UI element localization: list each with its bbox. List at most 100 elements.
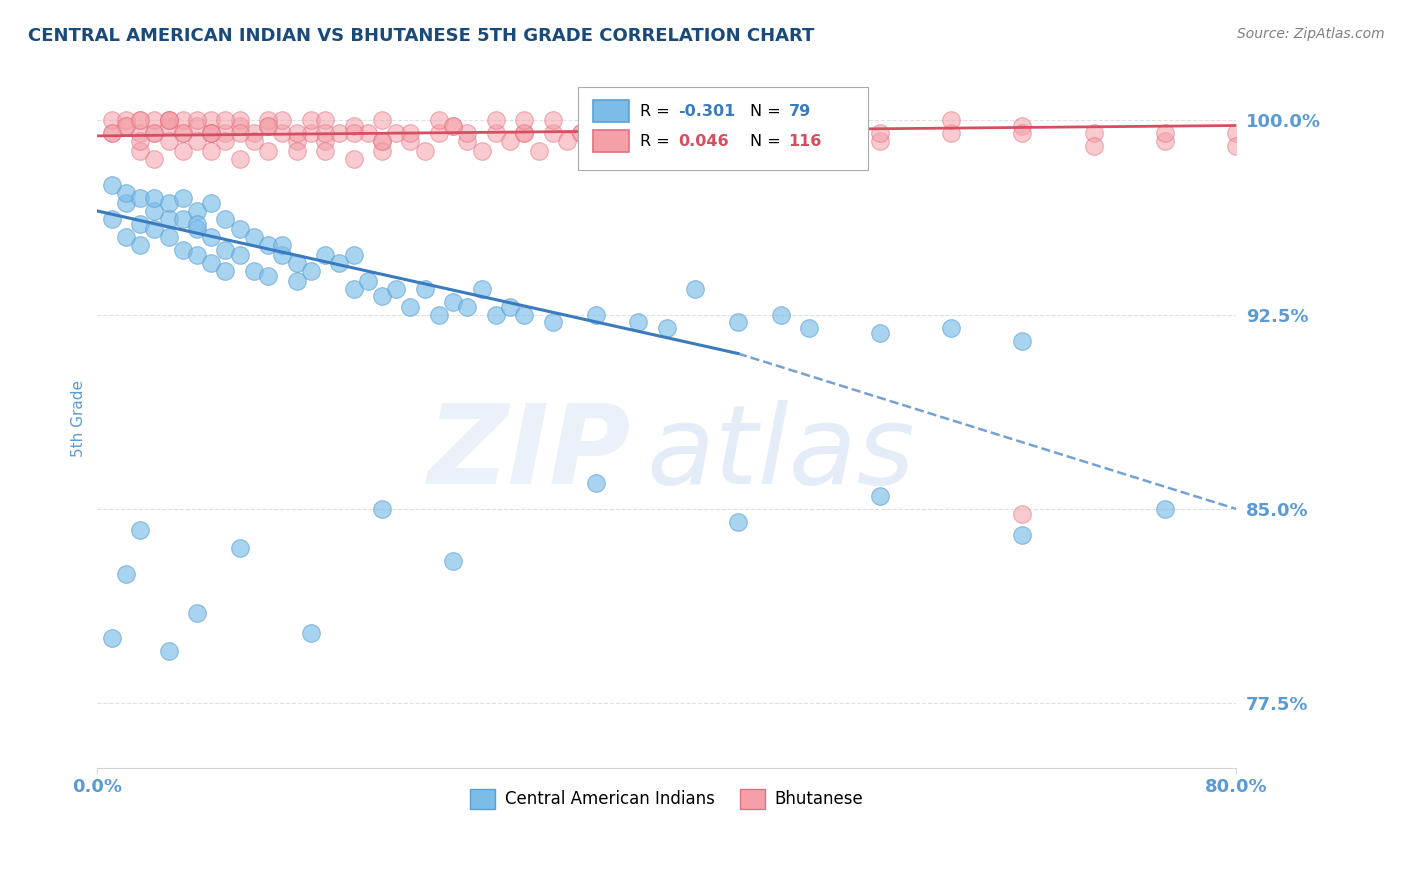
Point (769, 134, 792, 148)
Point (627, 315, 650, 329)
Point (285, 256, 308, 270)
Point (541, 113, 564, 128)
Point (513, 126, 536, 140)
Point (441, 294, 464, 309)
Point (157, 230, 180, 244)
Text: atlas: atlas (647, 400, 915, 507)
Point (129, 134, 152, 148)
Point (371, 502, 394, 516)
Point (357, 126, 380, 140)
Point (100, 211, 122, 226)
Point (143, 204, 166, 219)
Point (869, 134, 891, 148)
Point (228, 113, 250, 128)
Point (427, 126, 450, 140)
Legend: Central American Indians, Bhutanese: Central American Indians, Bhutanese (463, 782, 870, 815)
Point (157, 113, 180, 128)
Point (200, 145, 222, 159)
Point (100, 632, 122, 646)
Point (243, 263, 266, 277)
Point (456, 134, 478, 148)
Point (186, 217, 208, 231)
Point (186, 119, 208, 133)
Point (143, 113, 166, 128)
Point (399, 300, 422, 314)
Point (1153, 126, 1175, 140)
Point (157, 134, 180, 148)
Point (129, 145, 152, 159)
Point (541, 126, 564, 140)
Text: 116: 116 (789, 134, 823, 149)
Point (413, 145, 436, 159)
Point (441, 119, 464, 133)
Text: N =: N = (749, 134, 786, 149)
Point (541, 315, 564, 329)
Point (143, 152, 166, 166)
Point (399, 126, 422, 140)
Point (143, 126, 166, 140)
Text: 79: 79 (789, 103, 811, 119)
Point (172, 191, 194, 205)
Point (228, 152, 250, 166)
Point (655, 113, 678, 128)
Point (1011, 119, 1033, 133)
Point (513, 113, 536, 128)
Point (157, 644, 180, 658)
Point (371, 289, 394, 303)
Point (371, 134, 394, 148)
Point (342, 152, 364, 166)
Point (271, 126, 294, 140)
Point (585, 308, 607, 322)
Point (257, 237, 280, 252)
Point (285, 134, 308, 148)
Point (599, 119, 621, 133)
Point (727, 126, 749, 140)
Point (471, 145, 494, 159)
Point (186, 248, 208, 262)
Point (271, 113, 294, 128)
Point (599, 113, 621, 128)
Point (441, 554, 464, 568)
Text: 0.046: 0.046 (678, 134, 728, 149)
Point (114, 196, 136, 211)
Point (243, 126, 266, 140)
Point (200, 126, 222, 140)
Point (314, 126, 336, 140)
Point (314, 134, 336, 148)
Point (271, 248, 294, 262)
Point (200, 196, 222, 211)
Point (655, 320, 678, 334)
Text: CENTRAL AMERICAN INDIAN VS BHUTANESE 5TH GRADE CORRELATION CHART: CENTRAL AMERICAN INDIAN VS BHUTANESE 5TH… (28, 27, 814, 45)
Point (157, 119, 180, 133)
Point (100, 113, 122, 128)
Point (342, 119, 364, 133)
Point (172, 126, 194, 140)
Point (200, 230, 222, 244)
Point (114, 186, 136, 200)
Point (585, 475, 607, 490)
Point (499, 300, 522, 314)
Point (713, 119, 735, 133)
Point (627, 126, 650, 140)
Point (243, 134, 266, 148)
Point (172, 211, 194, 226)
Point (129, 217, 152, 231)
Point (941, 126, 963, 140)
Point (655, 134, 678, 148)
Point (100, 178, 122, 193)
Point (299, 126, 322, 140)
Point (285, 126, 308, 140)
Point (228, 222, 250, 236)
Point (314, 113, 336, 128)
Point (427, 308, 450, 322)
Point (941, 113, 963, 128)
Y-axis label: 5th Grade: 5th Grade (72, 380, 86, 457)
Point (683, 126, 706, 140)
Point (172, 243, 194, 257)
Point (243, 230, 266, 244)
Point (1011, 126, 1033, 140)
Point (186, 222, 208, 236)
Point (456, 300, 478, 314)
Point (797, 126, 820, 140)
Point (727, 315, 749, 329)
